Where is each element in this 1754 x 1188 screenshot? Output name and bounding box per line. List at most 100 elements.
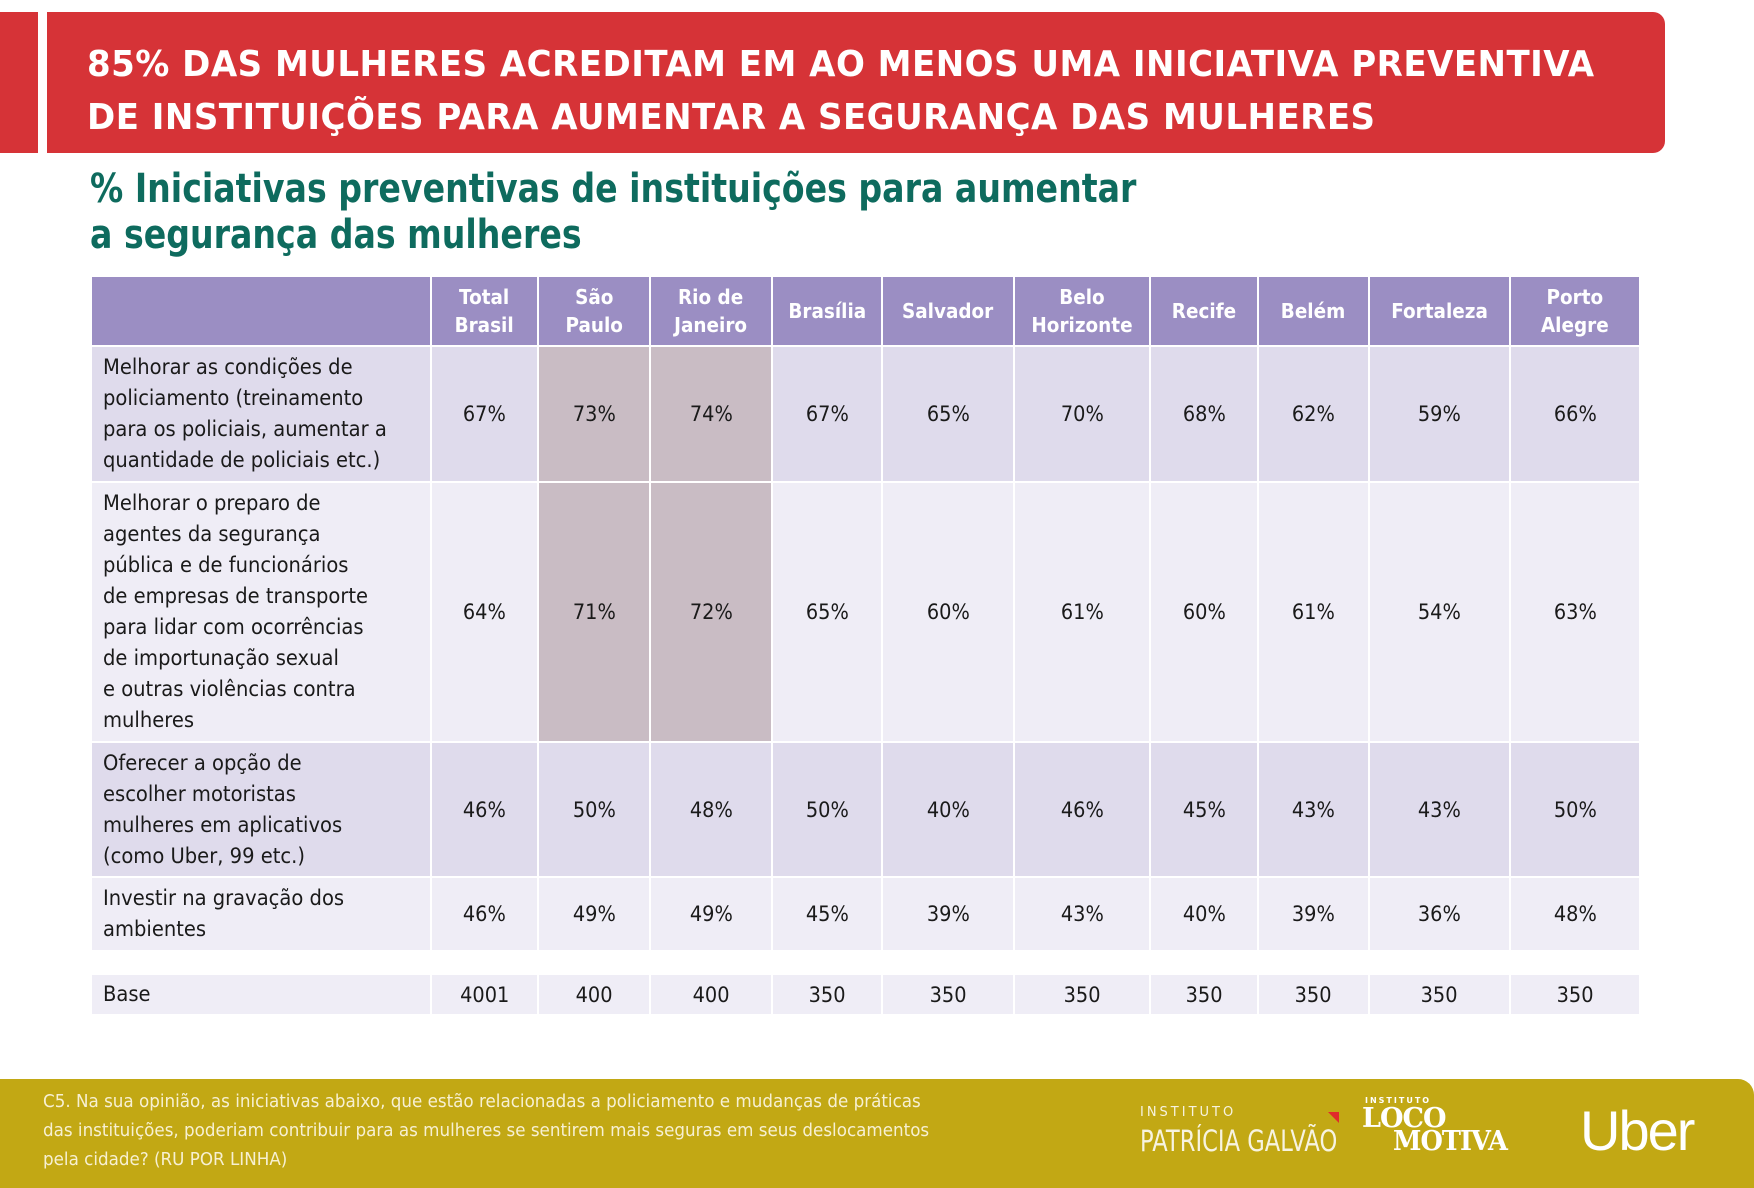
- cell-value: 54%: [1418, 600, 1461, 624]
- value-cell: 62%: [1259, 347, 1368, 481]
- cell-value: 43%: [1292, 797, 1335, 822]
- cell-value: 67%: [463, 402, 506, 426]
- column-header: Belém: [1259, 277, 1368, 345]
- cell-value: 46%: [1060, 797, 1104, 822]
- row-label-cell: Oferecer a opção de escolher motoristas …: [92, 743, 430, 876]
- cell-value: 65%: [805, 600, 849, 624]
- cell-value: 63%: [1553, 600, 1597, 624]
- row-label-cell: Melhorar as condições de policiamento (t…: [92, 347, 430, 481]
- column-header: Rio de Janeiro: [651, 277, 771, 345]
- headline-banner: 85% DAS MULHERES ACREDITAM EM AO MENOS U…: [47, 12, 1665, 153]
- cell-value: 62%: [1292, 402, 1335, 426]
- value-cell: 63%: [1511, 483, 1639, 741]
- cell-value: 50%: [572, 797, 616, 822]
- base-value-cell: 350: [1015, 975, 1149, 1014]
- cell-value: 43%: [1418, 797, 1461, 822]
- row-label: Melhorar as condições de policiamento (t…: [103, 355, 387, 472]
- value-cell: 66%: [1511, 347, 1639, 481]
- value-cell: 59%: [1370, 347, 1509, 481]
- base-value: 350: [1556, 982, 1594, 1007]
- cell-value: 40%: [1182, 902, 1226, 926]
- base-value-cell: 350: [1511, 975, 1639, 1014]
- column-header-label: São Paulo: [565, 285, 623, 337]
- question-note: C5. Na sua opinião, as iniciativas abaix…: [43, 1091, 930, 1170]
- base-value-cell: 350: [1259, 975, 1368, 1014]
- value-cell: 50%: [539, 743, 649, 876]
- cell-value: 70%: [1060, 402, 1104, 426]
- cell-value: 73%: [572, 402, 616, 426]
- base-value: 400: [575, 982, 613, 1007]
- value-cell: 43%: [1259, 743, 1368, 876]
- logo-uber: Uber: [1580, 1099, 1695, 1162]
- cell-value: 48%: [689, 797, 733, 822]
- base-value-cell: 350: [1370, 975, 1509, 1014]
- logo-pg-instituto-text: INSTITUTO: [1140, 1105, 1237, 1120]
- column-header: Porto Alegre: [1511, 277, 1639, 345]
- column-header: Brasília: [773, 277, 881, 345]
- value-cell: 45%: [1151, 743, 1257, 876]
- logo-lm-motiva-text: MOTIVA: [1393, 1126, 1508, 1157]
- value-cell: 36%: [1370, 878, 1509, 950]
- value-cell: 61%: [1259, 483, 1368, 741]
- cell-value: 66%: [1553, 402, 1597, 426]
- value-cell: 50%: [773, 743, 881, 876]
- table-title-line-2: a segurança das mulheres: [90, 212, 582, 258]
- value-cell: 40%: [1151, 878, 1257, 950]
- logo-pg-triangle-icon: [1328, 1112, 1339, 1123]
- column-header: Fortaleza: [1370, 277, 1509, 345]
- row-label: Melhorar o preparo de agentes da seguran…: [103, 491, 369, 732]
- footer-bar: C5. Na sua opinião, as iniciativas abaix…: [0, 1079, 1754, 1188]
- base-value-cell: 400: [539, 975, 649, 1014]
- value-cell: 39%: [1259, 878, 1368, 950]
- cell-value: 49%: [572, 902, 616, 926]
- cell-value: 40%: [926, 797, 970, 822]
- cell-value: 67%: [805, 402, 849, 426]
- highlighted-value-cell: 74%: [651, 347, 771, 481]
- logo-lm-instituto-text: INSTITUTO: [1365, 1096, 1432, 1105]
- cell-value: 48%: [1553, 902, 1597, 926]
- value-cell: 64%: [432, 483, 537, 741]
- base-value-cell: 350: [883, 975, 1013, 1014]
- value-cell: 43%: [1370, 743, 1509, 876]
- value-cell: 46%: [432, 743, 537, 876]
- cell-value: 68%: [1182, 402, 1226, 426]
- cell-value: 49%: [689, 902, 733, 926]
- column-header-label: Porto Alegre: [1541, 285, 1609, 337]
- value-cell: 60%: [1151, 483, 1257, 741]
- highlighted-value-cell: 72%: [651, 483, 771, 741]
- value-cell: 40%: [883, 743, 1013, 876]
- value-cell: 68%: [1151, 347, 1257, 481]
- value-cell: 49%: [651, 878, 771, 950]
- highlighted-value-cell: 71%: [539, 483, 649, 741]
- cell-value: 46%: [463, 797, 506, 822]
- value-cell: 49%: [539, 878, 649, 950]
- value-cell: 65%: [883, 347, 1013, 481]
- base-value-cell: 400: [651, 975, 771, 1014]
- logo-lm-loco-text: LOCO: [1362, 1103, 1447, 1134]
- cell-value: 45%: [805, 902, 849, 926]
- value-cell: 46%: [1015, 743, 1149, 876]
- base-value-cell: 4001: [432, 975, 537, 1014]
- row-label-cell: Melhorar o preparo de agentes da seguran…: [92, 483, 430, 741]
- cell-value: 39%: [926, 902, 970, 926]
- column-header-label: Brasília: [788, 299, 866, 323]
- value-cell: 70%: [1015, 347, 1149, 481]
- column-header: Belo Horizonte: [1015, 277, 1149, 345]
- cell-value: 74%: [689, 402, 733, 426]
- value-cell: 43%: [1015, 878, 1149, 950]
- column-header: São Paulo: [539, 277, 649, 345]
- value-cell: 45%: [773, 878, 881, 950]
- cell-value: 72%: [689, 600, 733, 624]
- value-cell: 54%: [1370, 483, 1509, 741]
- value-cell: 65%: [773, 483, 881, 741]
- cell-value: 36%: [1418, 902, 1461, 926]
- column-header-label: Total Brasil: [454, 285, 515, 337]
- base-value: 350: [1063, 982, 1101, 1007]
- value-cell: 48%: [1511, 878, 1639, 950]
- value-cell: 46%: [432, 878, 537, 950]
- cell-value: 43%: [1060, 902, 1104, 926]
- column-header-label: Fortaleza: [1391, 299, 1488, 323]
- base-value: 350: [1421, 982, 1458, 1007]
- base-value: 350: [1185, 982, 1223, 1007]
- cell-value: 64%: [463, 600, 506, 624]
